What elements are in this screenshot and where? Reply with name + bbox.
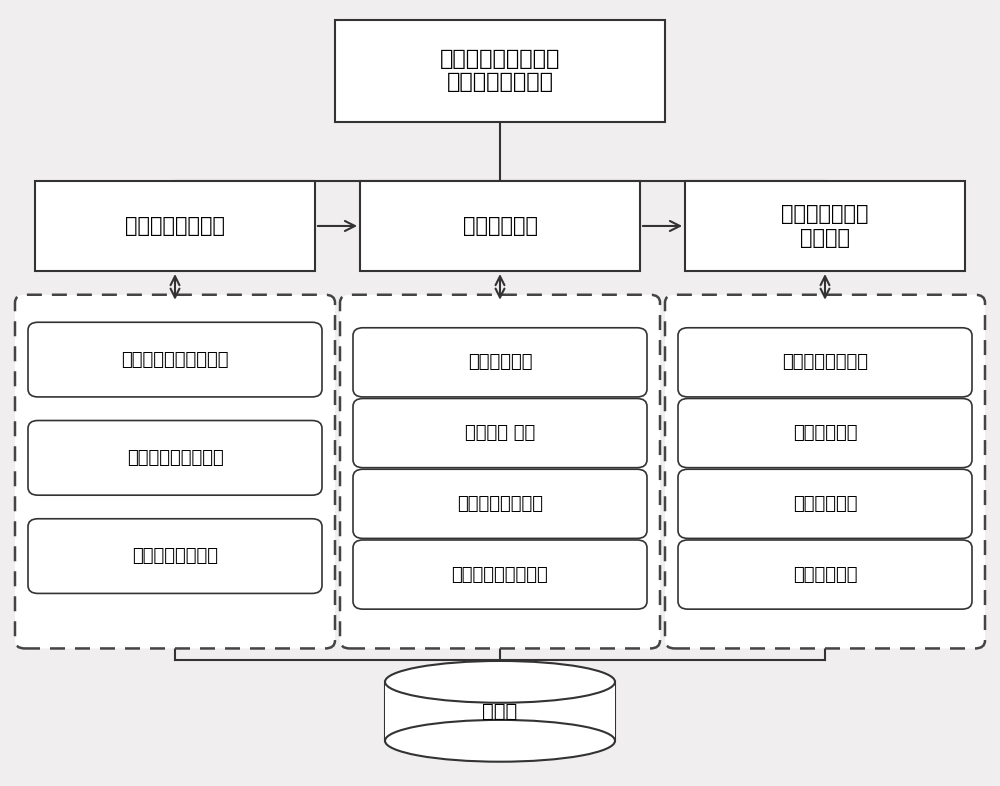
Text: 模拟仿真和结果
输出模块: 模拟仿真和结果 输出模块 (781, 204, 869, 248)
FancyBboxPatch shape (353, 540, 647, 609)
Text: 仿真结果输出: 仿真结果输出 (793, 566, 857, 583)
Text: 飞机故障碰分析数据: 飞机故障碰分析数据 (127, 449, 223, 467)
Text: 杀伤定量分析: 杀伤定量分析 (793, 495, 857, 512)
Text: 数据库: 数据库 (482, 702, 518, 721)
Ellipse shape (385, 661, 615, 703)
Text: 飞机数字样机模型: 飞机数字样机模型 (132, 547, 218, 565)
FancyBboxPatch shape (678, 540, 972, 609)
FancyBboxPatch shape (353, 469, 647, 538)
Text: 非包容失效风险因子: 非包容失效风险因子 (452, 566, 548, 583)
FancyBboxPatch shape (340, 295, 660, 648)
FancyBboxPatch shape (678, 469, 972, 538)
Text: 碎片空间几何变换: 碎片空间几何变换 (782, 354, 868, 371)
Text: 转子尺寸参数: 转子尺寸参数 (468, 354, 532, 371)
Text: 转子位置 参数: 转子位置 参数 (465, 424, 535, 442)
FancyBboxPatch shape (678, 328, 972, 397)
FancyBboxPatch shape (360, 181, 640, 271)
FancyBboxPatch shape (28, 421, 322, 495)
Text: 参数设定模块: 参数设定模块 (462, 216, 538, 236)
Text: 转子碎片可达范围: 转子碎片可达范围 (457, 495, 543, 512)
FancyBboxPatch shape (353, 399, 647, 468)
FancyBboxPatch shape (335, 20, 665, 122)
Text: 碎片碰撞检测: 碎片碰撞检测 (793, 424, 857, 442)
FancyBboxPatch shape (15, 295, 335, 648)
Text: 飞机发动机非包容失
效安全性分析系统: 飞机发动机非包容失 效安全性分析系统 (440, 50, 560, 92)
FancyBboxPatch shape (665, 295, 985, 648)
FancyBboxPatch shape (35, 181, 315, 271)
Text: 飞机功能危险分析数据: 飞机功能危险分析数据 (121, 351, 229, 369)
FancyBboxPatch shape (28, 322, 322, 397)
Text: 需求信息处理模块: 需求信息处理模块 (125, 216, 225, 236)
FancyBboxPatch shape (685, 181, 965, 271)
FancyBboxPatch shape (28, 519, 322, 593)
FancyBboxPatch shape (678, 399, 972, 468)
Bar (385, 681, 615, 740)
Ellipse shape (385, 720, 615, 762)
FancyBboxPatch shape (353, 328, 647, 397)
